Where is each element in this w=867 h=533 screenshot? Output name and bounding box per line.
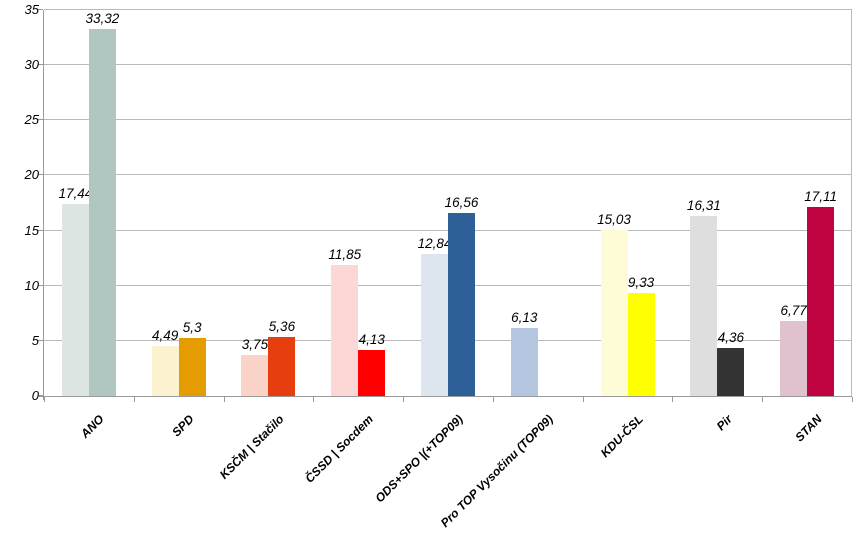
bar-right-Pir	[717, 347, 745, 396]
x-axis-tick	[852, 397, 853, 402]
y-axis-tick	[38, 64, 43, 66]
y-axis-label: 5	[31, 332, 39, 348]
category-label-ČSSD | Socdem: ČSSD | Socdem	[302, 412, 377, 486]
bar-value-label: 15,03	[597, 212, 631, 228]
bar-value-label: 6,13	[511, 310, 538, 326]
y-axis-label: 25	[24, 112, 39, 128]
y-axis-tick	[38, 9, 43, 10]
x-axis-tick	[133, 397, 135, 402]
y-axis-tick	[38, 339, 43, 341]
bar-value-label: 4,49	[152, 328, 179, 344]
bar-right-ODS+SPO |(+TOP09)	[448, 213, 475, 396]
bar-right-SPD	[178, 337, 206, 396]
bar-left-Pro TOP Vysočinu (TOP09)	[510, 328, 538, 396]
x-axis-tick	[44, 397, 45, 402]
bar-value-label: 16,31	[686, 198, 721, 214]
y-axis-label: 0	[31, 388, 39, 403]
bar-value-label: 4,36	[717, 329, 744, 345]
category-label-STAN: STAN	[792, 412, 826, 445]
y-axis-tick	[38, 284, 43, 286]
y-axis-label: 10	[24, 277, 39, 293]
bar-value-label: 17,11	[804, 189, 837, 205]
category-label-ANO: ANO	[78, 412, 107, 441]
y-axis-tick	[38, 119, 43, 121]
bar-left-SPD	[151, 346, 179, 396]
bar-left-STAN	[780, 321, 808, 396]
x-axis-tick	[492, 397, 494, 402]
y-axis-tick	[38, 395, 43, 396]
y-axis-label: 15	[24, 222, 39, 238]
y-axis-line	[43, 10, 44, 400]
bar-left-ČSSD | Socdem	[331, 265, 359, 396]
gridline-y-30	[44, 64, 852, 66]
bar-value-label: 11,85	[328, 247, 362, 263]
bar-value-label: 33,32	[85, 10, 120, 26]
bar-value-label: 9,33	[627, 275, 655, 291]
bar-right-ČSSD | Socdem	[358, 350, 386, 396]
gridline-y-20	[44, 174, 852, 176]
gridline-y-25	[44, 119, 852, 121]
x-axis-tick	[223, 397, 225, 402]
y-axis-tick	[38, 174, 43, 176]
bar-left-ANO	[61, 203, 89, 396]
bar-value-label: 12,84	[417, 236, 452, 252]
bar-value-label: 3,75	[241, 336, 269, 352]
category-label-KDU-ČSL: KDU-ČSL	[597, 412, 646, 461]
bar-value-label: 6,77	[780, 303, 807, 319]
bar-value-label: 5,36	[268, 318, 296, 334]
bar-right-KSČM | Stačilo	[268, 336, 296, 396]
bar-value-label: 4,13	[358, 332, 385, 348]
x-axis-tick	[582, 397, 584, 402]
x-axis-line	[39, 396, 852, 397]
bar-left-KSČM | Stačilo	[241, 354, 269, 396]
x-axis-tick	[672, 397, 674, 402]
bar-left-Pir	[690, 216, 718, 396]
y-axis-label: 30	[24, 57, 39, 73]
y-axis-label: 20	[24, 167, 39, 183]
category-label-KSČM | Stačilo: KSČM | Stačilo	[216, 412, 287, 482]
category-label-SPD: SPD	[169, 412, 197, 440]
y-axis-tick	[38, 229, 43, 231]
plot-area: 0 5 10 15 20 25 30 35 17,44 33,32 ANO 4,49 5,3 SPD 3,7…	[25, 3, 853, 530]
gridline-y-35	[44, 9, 852, 10]
bar-right-KDU-ČSL	[627, 293, 655, 396]
y-axis-label: 35	[24, 2, 39, 17]
x-axis-tick	[403, 397, 405, 402]
bar-value-label: 17,44	[58, 185, 93, 201]
bar-left-KDU-ČSL	[600, 230, 628, 396]
category-label-Pir: Pir	[714, 412, 736, 434]
x-axis-tick	[762, 397, 764, 402]
category-label-ODS+SPO |(+TOP09): ODS+SPO |(+TOP09)	[372, 412, 466, 506]
bar-value-label: 16,56	[444, 195, 479, 211]
bar-right-ANO	[88, 28, 116, 396]
x-axis-tick	[313, 397, 315, 402]
plot-right-border	[851, 10, 852, 396]
bar-left-ODS+SPO |(+TOP09)	[421, 254, 448, 396]
bar-value-label: 5,3	[182, 319, 202, 335]
bar-right-STAN	[807, 207, 835, 396]
